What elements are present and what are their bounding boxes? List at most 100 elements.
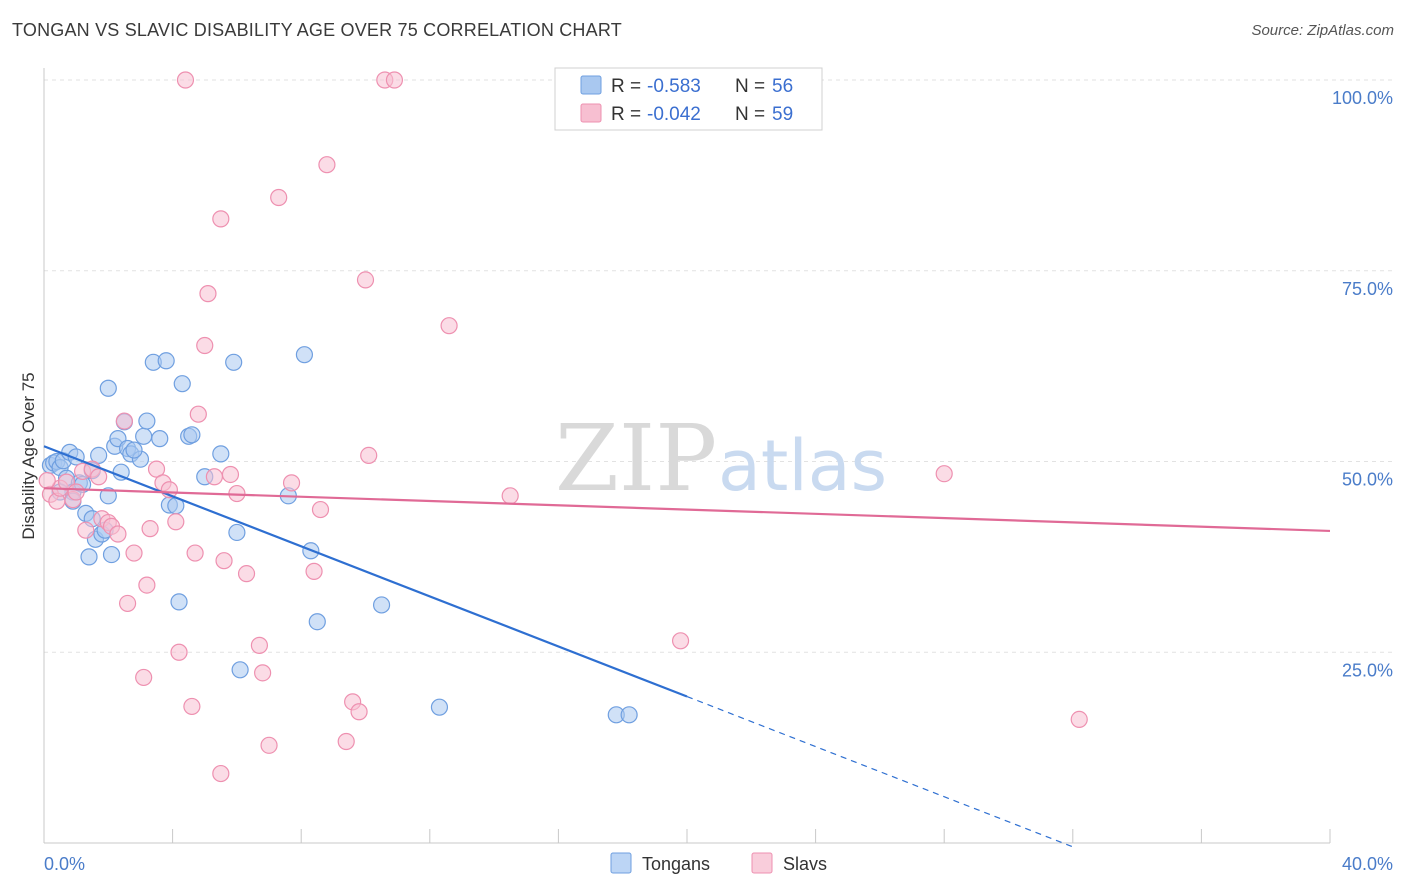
chart-source: Source: ZipAtlas.com <box>1251 22 1394 39</box>
point-slavs <box>176 71 195 89</box>
y-axis-tick-labels: 100.0% 75.0% 50.0% 25.0% <box>1332 88 1393 680</box>
y-tick-label: 75.0% <box>1342 279 1393 299</box>
point-slavs <box>189 405 207 423</box>
point-tongans <box>99 487 117 505</box>
point-slavs <box>186 544 204 562</box>
legend-swatch-tongans <box>580 75 602 95</box>
point-slavs <box>356 271 375 289</box>
point-slavs <box>282 474 301 492</box>
point-slavs <box>254 664 272 682</box>
y-tick-label: 25.0% <box>1342 660 1393 680</box>
point-tongans <box>138 412 156 430</box>
point-slavs <box>170 643 188 661</box>
legend-n-value-tongans: 56 <box>772 76 793 97</box>
point-slavs <box>337 732 355 751</box>
point-slavs <box>118 594 137 613</box>
y-axis-label: Disability Age Over 75 <box>19 372 38 539</box>
point-slavs <box>38 471 56 490</box>
point-slavs <box>440 317 458 335</box>
bottom-legend-swatch-tongans <box>610 852 632 874</box>
point-slavs <box>237 565 256 583</box>
point-slavs <box>196 336 214 355</box>
point-slavs <box>318 156 336 174</box>
point-tongans <box>308 613 326 631</box>
legend-swatch-slavs <box>580 103 602 123</box>
point-tongans <box>212 445 230 463</box>
point-slavs <box>77 521 95 539</box>
point-slavs <box>125 544 143 562</box>
stats-legend: R = -0.583 N = 56 R = -0.042 N = 59 <box>554 67 823 131</box>
bottom-legend-swatch-slavs <box>751 852 773 874</box>
x-tick-label: 0.0% <box>44 854 85 874</box>
point-slavs <box>205 468 223 486</box>
point-tongans <box>231 661 249 679</box>
trend-line-extension-tongans <box>686 695 1074 848</box>
point-slavs <box>115 412 133 430</box>
point-slavs <box>212 764 230 783</box>
watermark: ZIP atlas <box>555 405 887 512</box>
point-slavs <box>90 468 108 486</box>
point-tongans <box>157 352 175 370</box>
y-tick-label: 50.0% <box>1342 470 1393 490</box>
point-slavs <box>305 562 323 580</box>
legend-r-value-slavs: -0.042 <box>647 104 701 125</box>
legend-n-label-tongans: N = <box>735 76 765 97</box>
point-tongans <box>173 375 191 393</box>
bottom-legend-label-slavs: Slavs <box>783 854 827 874</box>
point-slavs <box>183 697 201 716</box>
point-slavs <box>350 703 368 721</box>
point-slavs <box>935 465 953 483</box>
point-slavs <box>221 465 240 484</box>
trend-line-slavs <box>43 487 1331 533</box>
point-slavs <box>138 576 156 594</box>
point-slavs <box>501 487 519 505</box>
point-slavs <box>212 210 230 228</box>
legend-n-value-slavs: 59 <box>772 104 793 125</box>
point-tongans <box>125 441 143 459</box>
x-axis-ticks <box>172 829 1331 843</box>
point-tongans <box>102 545 121 564</box>
legend-r-label-tongans: R = <box>611 76 641 97</box>
point-tongans <box>151 430 169 448</box>
point-tongans <box>295 346 314 364</box>
point-slavs <box>135 668 153 687</box>
watermark-atlas: atlas <box>718 425 887 507</box>
point-slavs <box>215 552 233 570</box>
legend-r-value-tongans: -0.583 <box>647 76 701 97</box>
point-slavs <box>250 636 269 654</box>
point-tongans <box>135 427 153 445</box>
point-slavs <box>671 632 690 650</box>
point-tongans <box>99 379 117 397</box>
point-slavs <box>270 188 288 207</box>
point-slavs <box>311 500 330 519</box>
point-slavs <box>141 520 159 538</box>
bottom-legend-label-tongans: Tongans <box>642 854 710 874</box>
point-tongans <box>228 523 246 542</box>
point-tongans <box>80 548 98 566</box>
point-slavs <box>199 285 217 303</box>
x-tick-label: 40.0% <box>1342 854 1393 874</box>
trend-lines <box>43 445 1331 848</box>
chart-title: TONGAN VS SLAVIC DISABILITY AGE OVER 75 … <box>12 20 622 40</box>
point-tongans <box>430 698 449 716</box>
point-tongans <box>183 426 201 444</box>
point-tongans <box>225 353 243 371</box>
legend-r-label-slavs: R = <box>611 104 641 125</box>
y-tick-label: 100.0% <box>1332 88 1393 108</box>
point-tongans <box>90 446 108 464</box>
point-slavs <box>167 513 185 531</box>
point-slavs <box>360 446 378 464</box>
point-slavs <box>260 736 278 754</box>
point-tongans <box>170 593 188 611</box>
legend-n-label-slavs: N = <box>735 104 765 125</box>
watermark-zip: ZIP <box>555 405 717 512</box>
point-slavs <box>67 483 85 501</box>
point-slavs <box>109 525 127 543</box>
point-slavs <box>1070 710 1088 728</box>
x-axis-tick-labels: 0.0% 40.0% <box>44 854 1393 874</box>
series-legend: Tongans Slavs <box>610 852 827 874</box>
trend-line-tongans <box>43 445 688 698</box>
point-slavs <box>147 460 166 478</box>
point-tongans <box>620 706 638 724</box>
